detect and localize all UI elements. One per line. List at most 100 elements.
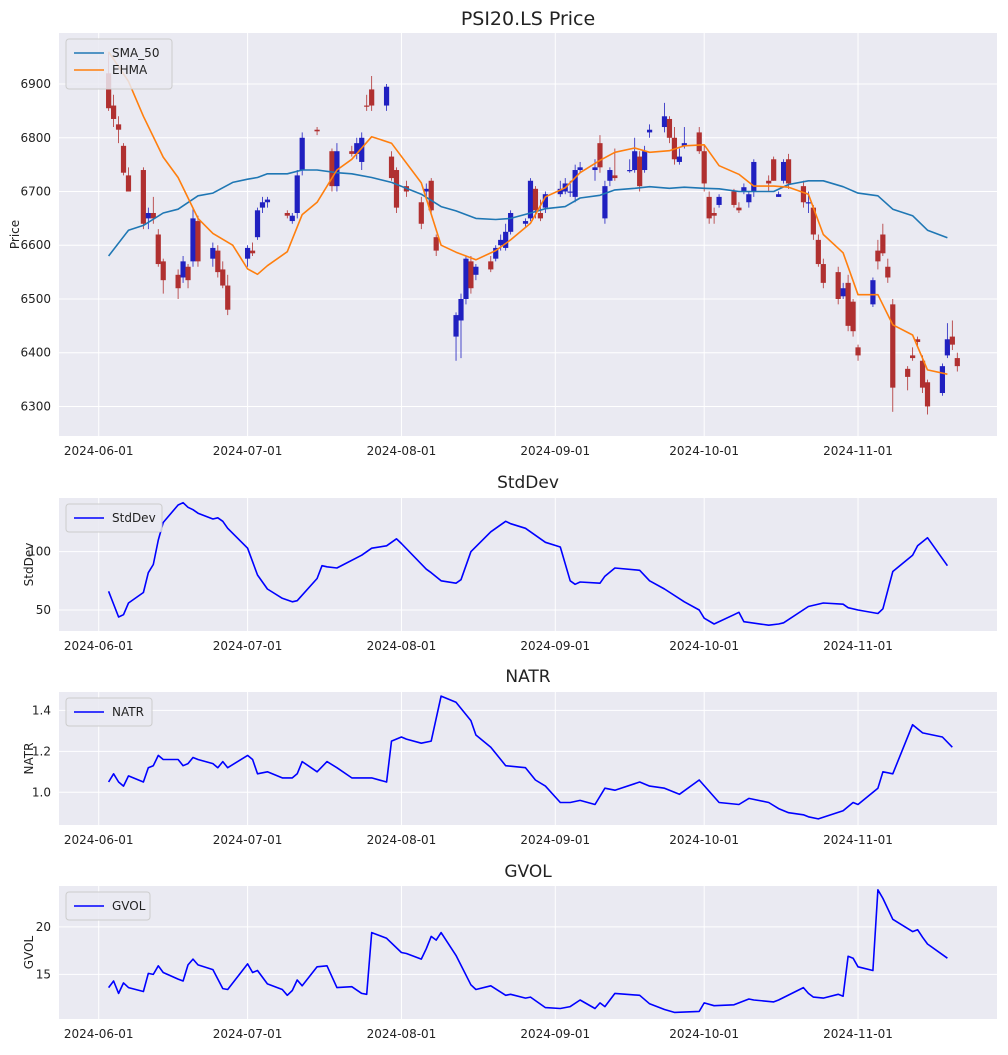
y-tick-label: 1.0	[32, 785, 51, 799]
legend-box	[65, 697, 153, 727]
candle-body	[175, 274, 181, 289]
candle-body	[805, 202, 812, 204]
y-tick-label: 6600	[20, 238, 51, 252]
series-line-stddev	[107, 501, 949, 627]
chart-title: GVOL	[504, 862, 552, 882]
candle-body	[771, 159, 777, 181]
candle-body	[954, 358, 960, 367]
candle-body	[572, 170, 578, 197]
candle-body	[264, 199, 271, 203]
candle-body	[537, 213, 544, 219]
chart-panel-2: 1.0 1.2 1.4 2024-06-01 2024-07-01 2024-08-01 2…	[22, 667, 997, 847]
candle-body	[567, 191, 573, 193]
y-axis-label: StdDev	[22, 543, 36, 587]
chart-panel-3: 15 20 2024-06-01 2024-07-01 2024-08-01 2024-0…	[22, 862, 997, 1041]
candle-body	[527, 180, 534, 219]
x-tick-label: 2024-09-01	[520, 833, 590, 847]
candle-body	[423, 188, 429, 192]
series-line-natr	[107, 695, 953, 820]
candle-body	[284, 213, 290, 216]
candle-body	[369, 89, 375, 106]
candle-body	[488, 261, 494, 270]
candle-body	[289, 215, 295, 222]
candle-body	[924, 382, 931, 407]
candle-body	[294, 175, 300, 214]
candle-body	[225, 285, 231, 310]
y-tick-label: 6800	[20, 131, 51, 145]
candle-body	[820, 264, 826, 283]
legend: StdDev	[65, 503, 163, 533]
candle-body	[115, 124, 122, 130]
candle-body	[244, 247, 251, 259]
candle-body	[602, 186, 608, 219]
candle-body	[145, 213, 151, 219]
y-axis-label: Price	[8, 220, 22, 249]
plot-area	[59, 692, 997, 825]
candle-body	[706, 196, 712, 219]
candle-body	[120, 145, 127, 173]
candle-body	[780, 161, 787, 181]
chart-panel-0: 6300 6400 6500 6600 6700 6800 6900 2024-06-01 20…	[8, 8, 997, 458]
x-tick-label: 2024-08-01	[367, 833, 437, 847]
candle-body	[468, 261, 474, 289]
candle-body	[532, 188, 539, 211]
candle-body	[254, 210, 261, 238]
candle-body	[642, 151, 648, 171]
legend-label: SMA_50	[112, 46, 159, 60]
x-tick-label: 2024-06-01	[64, 1027, 134, 1041]
candle-body	[850, 301, 856, 332]
candle-body	[493, 247, 499, 259]
x-tick-label: 2024-10-01	[669, 444, 739, 458]
candles	[106, 51, 960, 415]
candle-body	[428, 180, 434, 211]
candle-body	[627, 170, 633, 172]
x-tick-label: 2024-11-01	[823, 639, 893, 653]
x-tick-label: 2024-10-01	[669, 833, 739, 847]
y-tick-label: 6400	[20, 346, 51, 360]
legend-label: StdDev	[112, 511, 156, 525]
candle-body	[637, 156, 643, 187]
candle-body	[766, 180, 772, 184]
candle-body	[190, 218, 196, 262]
candle-body	[731, 191, 737, 205]
legend: GVOL	[65, 891, 151, 921]
candle-body	[676, 156, 682, 162]
candle-body	[696, 132, 702, 152]
y-tick-label: 15	[36, 967, 51, 981]
candle-body	[919, 360, 926, 388]
y-tick-label: 6700	[20, 185, 51, 199]
candle-body	[155, 234, 161, 265]
x-tick-label: 2024-08-01	[367, 639, 437, 653]
candle-body	[741, 187, 747, 192]
chart-title: StdDev	[497, 473, 559, 493]
candle-body	[944, 339, 950, 356]
candle-body	[359, 137, 365, 162]
candle-body	[364, 105, 370, 107]
candle-body	[840, 288, 846, 297]
candle-body	[220, 269, 226, 286]
chart-title: NATR	[505, 667, 550, 687]
series-line-ehma	[107, 51, 948, 375]
candle-body	[393, 170, 400, 208]
x-tick-label: 2024-09-01	[520, 1027, 590, 1041]
candle-body	[785, 159, 792, 184]
candle-body	[870, 280, 876, 305]
chart-panel-1: 50 100 2024-06-01 2024-07-01 2024-08-01 2024-…	[22, 473, 997, 653]
candle-body	[815, 239, 821, 265]
y-axis-label: NATR	[22, 743, 36, 775]
candle-body	[110, 105, 117, 119]
candle-body	[646, 129, 653, 133]
candle-body	[890, 304, 896, 388]
candle-body	[503, 231, 509, 248]
candle-body	[577, 167, 583, 171]
x-tick-label: 2024-07-01	[213, 833, 283, 847]
candle-body	[855, 347, 861, 356]
candle-body	[388, 156, 395, 179]
candle-body	[349, 151, 355, 154]
series-line-sma_50	[107, 169, 948, 257]
y-tick-label: 6900	[20, 77, 51, 91]
candle-body	[736, 207, 742, 211]
y-tick-label: 1.4	[32, 703, 51, 717]
x-tick-label: 2024-10-01	[669, 639, 739, 653]
